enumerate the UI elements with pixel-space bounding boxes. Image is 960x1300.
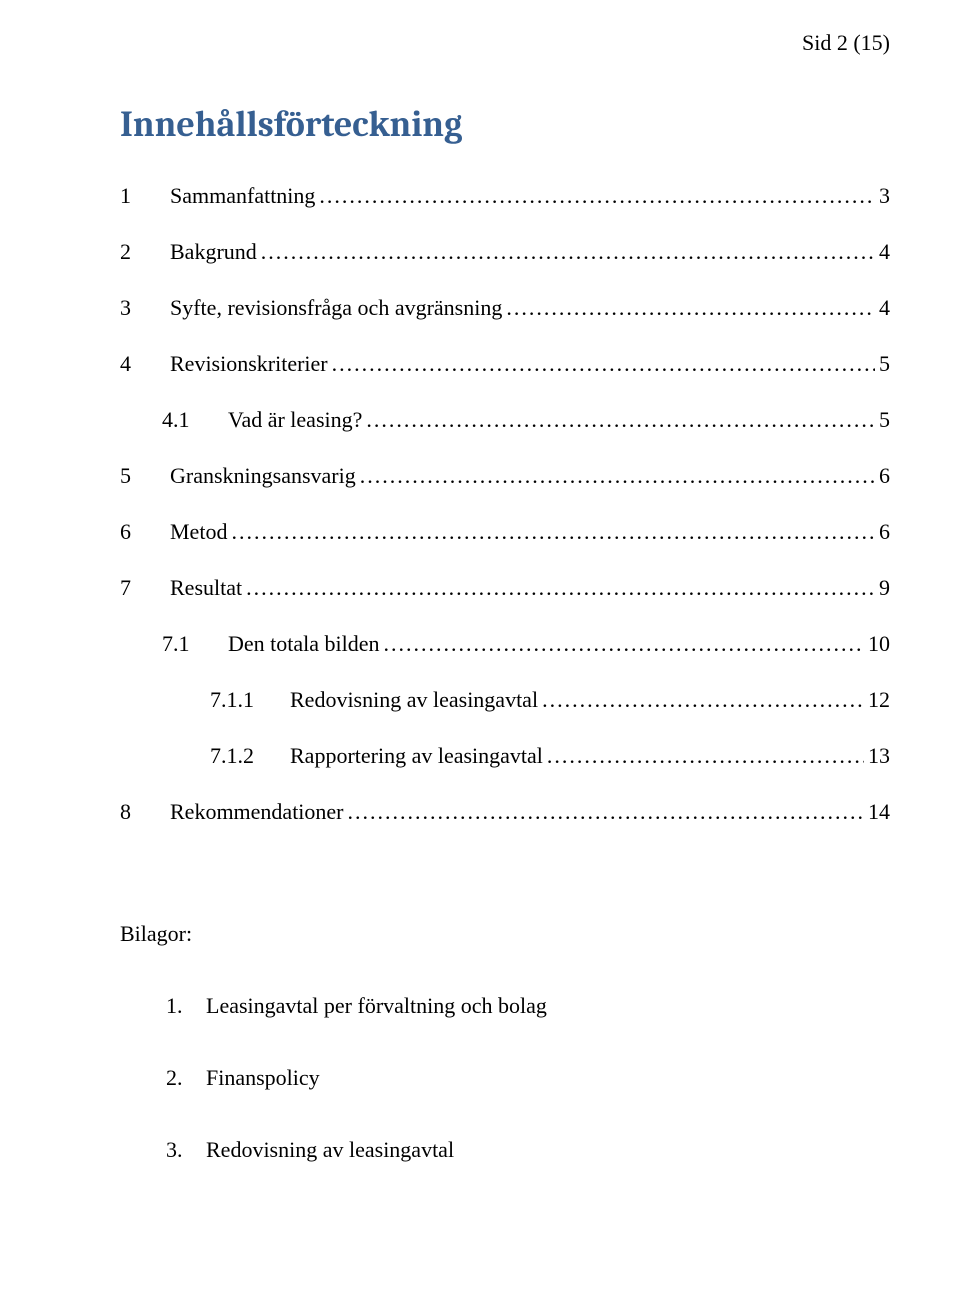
toc-leader-dots xyxy=(332,353,875,375)
toc-entry-page: 5 xyxy=(879,353,890,375)
toc-entry: 7 Resultat 9 xyxy=(120,577,890,599)
appendix-item-number: 1. xyxy=(166,993,206,1019)
toc-entry-page: 6 xyxy=(879,465,890,487)
toc-entry-number: 4 xyxy=(120,353,150,375)
toc-entry-number: 7 xyxy=(120,577,150,599)
toc-entry-page: 4 xyxy=(879,297,890,319)
toc-entry-number: 3 xyxy=(120,297,150,319)
appendix-item-label: Finanspolicy xyxy=(206,1065,890,1091)
toc-entry-page: 4 xyxy=(879,241,890,263)
toc-entry-label: Syfte, revisionsfråga och avgränsning xyxy=(170,297,502,319)
toc-entry-label: Redovisning av leasingavtal xyxy=(290,689,538,711)
toc-entry-number: 4.1 xyxy=(162,409,208,431)
appendix-item-number: 3. xyxy=(166,1137,206,1163)
toc-entry: 2 Bakgrund 4 xyxy=(120,241,890,263)
appendix-section: Bilagor: 1.Leasingavtal per förvaltning … xyxy=(120,921,890,1163)
toc-entry-number: 6 xyxy=(120,521,150,543)
toc-entry-number: 5 xyxy=(120,465,150,487)
toc-entry-label: Den totala bilden xyxy=(228,633,380,655)
toc-leader-dots xyxy=(366,409,875,431)
toc-leader-dots xyxy=(542,689,864,711)
toc-leader-dots xyxy=(384,633,864,655)
toc-entry-page: 3 xyxy=(879,185,890,207)
appendix-item: 3.Redovisning av leasingavtal xyxy=(120,1137,890,1163)
toc-leader-dots xyxy=(319,185,875,207)
appendix-item: 2.Finanspolicy xyxy=(120,1065,890,1091)
toc-entry: 8 Rekommendationer 14 xyxy=(120,801,890,823)
appendix-item-label: Redovisning av leasingavtal xyxy=(206,1137,890,1163)
toc-entry-label: Revisionskriterier xyxy=(170,353,328,375)
toc-entry-label: Sammanfattning xyxy=(170,185,315,207)
toc-entry-label: Granskningsansvarig xyxy=(170,465,356,487)
appendix-item-number: 2. xyxy=(166,1065,206,1091)
toc-entry-label: Vad är leasing? xyxy=(228,409,362,431)
toc-entry-page: 5 xyxy=(879,409,890,431)
toc-entry-number: 1 xyxy=(120,185,150,207)
toc-leader-dots xyxy=(348,801,864,823)
toc-entry-number: 7.1 xyxy=(162,633,208,655)
toc-entry-number: 8 xyxy=(120,801,150,823)
toc-entry: 7.1 Den totala bilden 10 xyxy=(120,633,890,655)
toc-entry-number: 2 xyxy=(120,241,150,263)
toc-leader-dots xyxy=(360,465,875,487)
appendix-heading: Bilagor: xyxy=(120,921,890,947)
toc-entry-label: Rekommendationer xyxy=(170,801,344,823)
toc-entry: 3 Syfte, revisionsfråga och avgränsning 4 xyxy=(120,297,890,319)
toc-entry: 1 Sammanfattning 3 xyxy=(120,185,890,207)
toc-entry: 6 Metod 6 xyxy=(120,521,890,543)
toc-entry: 4 Revisionskriterier 5 xyxy=(120,353,890,375)
toc-entry-page: 9 xyxy=(879,577,890,599)
appendix-item: 1.Leasingavtal per förvaltning och bolag xyxy=(120,993,890,1019)
toc-entry-label: Rapportering av leasingavtal xyxy=(290,745,543,767)
toc-entry: 7.1.2 Rapportering av leasingavtal 13 xyxy=(120,745,890,767)
toc-entry: 7.1.1 Redovisning av leasingavtal 12 xyxy=(120,689,890,711)
toc-leader-dots xyxy=(261,241,875,263)
toc-entry-page: 14 xyxy=(868,801,890,823)
document-page: Sid 2 (15) Innehållsförteckning 1 Sammanf… xyxy=(0,0,960,1300)
toc-entry-label: Metod xyxy=(170,521,227,543)
toc-entry-page: 10 xyxy=(868,633,890,655)
table-of-contents: 1 Sammanfattning 3 2 Bakgrund 4 3 Syfte, revisi… xyxy=(120,185,890,823)
toc-entry-number: 7.1.1 xyxy=(210,689,272,711)
toc-leader-dots xyxy=(506,297,875,319)
toc-entry-label: Resultat xyxy=(170,577,242,599)
toc-title: Innehållsförteckning xyxy=(120,104,890,145)
toc-entry-page: 6 xyxy=(879,521,890,543)
toc-leader-dots xyxy=(547,745,864,767)
toc-entry: 4.1 Vad är leasing? 5 xyxy=(120,409,890,431)
appendix-list: 1.Leasingavtal per förvaltning och bolag… xyxy=(120,993,890,1163)
toc-leader-dots xyxy=(231,521,875,543)
toc-leader-dots xyxy=(246,577,875,599)
toc-entry: 5 Granskningsansvarig 6 xyxy=(120,465,890,487)
toc-entry-number: 7.1.2 xyxy=(210,745,272,767)
toc-entry-page: 13 xyxy=(868,745,890,767)
toc-entry-label: Bakgrund xyxy=(170,241,257,263)
page-number-header: Sid 2 (15) xyxy=(120,30,890,56)
appendix-item-label: Leasingavtal per förvaltning och bolag xyxy=(206,993,890,1019)
toc-entry-page: 12 xyxy=(868,689,890,711)
